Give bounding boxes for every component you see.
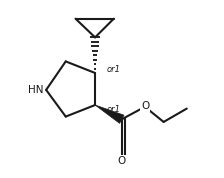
Text: O: O (118, 156, 126, 166)
Text: or1: or1 (106, 105, 120, 114)
Polygon shape (95, 105, 124, 123)
Text: HN: HN (28, 85, 43, 95)
Text: or1: or1 (106, 65, 120, 74)
Text: O: O (141, 101, 149, 111)
